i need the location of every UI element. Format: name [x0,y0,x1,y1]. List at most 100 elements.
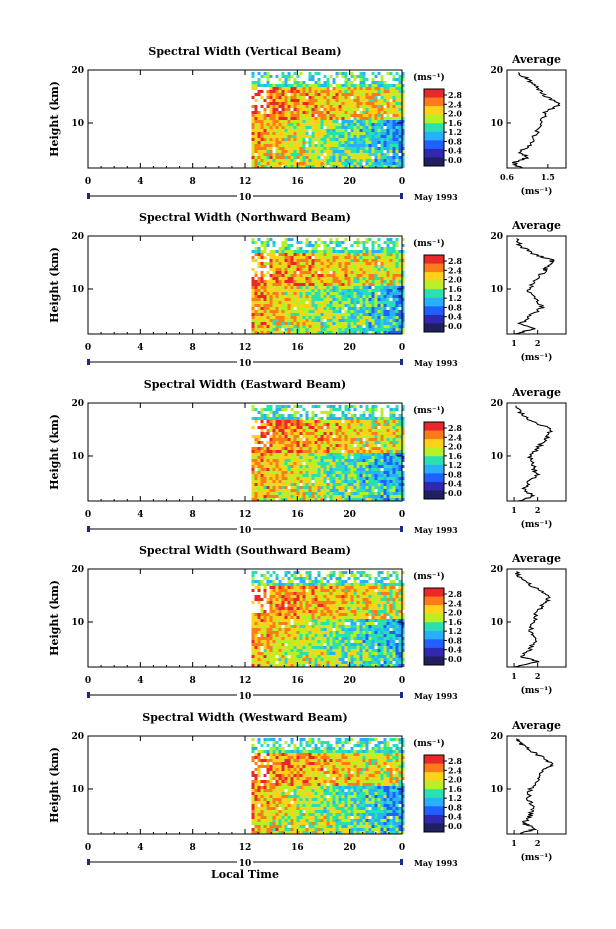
colorbar-band [424,157,444,167]
colorbar-band [424,272,444,282]
colorbar-band [424,464,444,474]
colorbar-band [424,823,444,833]
average-y-tick-label: 20 [490,565,503,575]
colorbar-tick-label: 2.4 [448,99,462,109]
x-tick-label: 20 [343,343,356,353]
colorbar-tick-label: 0.0 [448,654,462,664]
colorbar-band [424,789,444,799]
y-tick-label: 10 [71,618,84,628]
average-y-tick-label: 20 [490,399,503,409]
colorbar-tick-label: 0.8 [448,635,462,645]
average-x-tick-label: 1.5 [541,172,555,182]
date-label: May 1993 [414,691,458,701]
colorbar-band [424,430,444,440]
average-frame [506,402,567,502]
day-bar-start-marker [87,193,90,199]
day-label-bg [237,191,253,201]
heatmap-cells [251,72,405,168]
colorbar: (ms⁻¹)2.82.42.01.61.20.80.40.0 [413,72,462,167]
panel-5: Spectral Width (Westward Beam)0 4 8 12 16 20 0… [48,711,567,869]
x-tick-label: 16 [291,177,304,187]
y-tick-label: 10 [71,285,84,295]
x-tick-label: 16 [291,343,304,353]
colorbar-frame [423,587,445,666]
average-profile: Average 20 10 1 2 (ms⁻¹) [490,219,567,363]
average-frame [506,235,567,335]
colorbar-tick-label: 1.6 [448,284,462,294]
colorbar-tick-label: 0.4 [448,479,462,489]
colorbar-unit: (ms⁻¹) [413,738,445,749]
colorbar-tick-label: 2.8 [448,256,462,266]
x-tick-label: 20 [343,843,356,853]
average-profile-line [511,72,561,169]
panel-2: Spectral Width (Northward Beam)0 4 8 12 16 20… [48,211,567,369]
date-label: May 1993 [414,358,458,368]
colorbar-band [424,647,444,657]
colorbar-band [424,289,444,299]
heatmap-cells [251,738,405,834]
colorbar-band [424,605,444,615]
colorbar-band [424,473,444,483]
colorbar-tick-label: 2.0 [448,109,462,119]
colorbar-tick-label: 2.4 [448,598,462,608]
y-axis-title: Height (km) [48,247,61,323]
average-frame [506,69,567,169]
average-title: Average [511,386,561,399]
y-tick-label: 20 [71,66,84,76]
average-profile: Average 20 10 1 2 (ms⁻¹) [490,719,567,863]
day-label-bg [237,524,253,534]
y-axis-title: Height (km) [48,81,61,157]
colorbar: (ms⁻¹)2.82.42.01.61.20.80.40.0 [413,238,462,333]
x-tick-label: 4 [137,177,143,187]
average-y-tick-label: 10 [490,618,503,628]
panel-title: Spectral Width (Vertical Beam) [148,45,341,58]
panel-1: Spectral Width (Vertical Beam) 0 4 8 12 16 20 0… [48,45,567,203]
heatmap-cells [251,405,405,501]
average-profile-line [515,738,554,835]
colorbar-tick-label: 2.4 [448,432,462,442]
x-tick-label: 20 [343,510,356,520]
colorbar-band [424,639,444,649]
colorbar-band [424,280,444,290]
x-tick-label: 16 [291,843,304,853]
colorbar-tick-label: 0.8 [448,136,462,146]
colorbar-tick-label: 1.2 [448,793,462,803]
panel-3: Spectral Width (Eastward Beam)0 4 8 12 16 20 0… [48,378,567,536]
colorbar-tick-label: 2.4 [448,265,462,275]
colorbar-tick-label: 0.0 [448,821,462,831]
day-bar-start-marker [87,359,90,365]
average-y-tick-label: 10 [490,452,503,462]
colorbar-band [424,422,444,432]
day-label-bg [237,357,253,367]
colorbar-tick-label: 2.0 [448,775,462,785]
colorbar-frame [423,421,445,500]
average-profile-line [515,405,554,502]
average-x-tick-label: 1 [511,505,517,515]
colorbar-band [424,613,444,623]
average-y-tick-label: 20 [490,232,503,242]
colorbar-tick-label: 2.8 [448,589,462,599]
colorbar-band [424,755,444,765]
average-x-tick-label: 2 [535,671,541,681]
y-tick-label: 20 [71,565,84,575]
colorbar-unit: (ms⁻¹) [413,72,445,83]
average-y-tick-label: 10 [490,285,503,295]
average-profile: Average 20 10 1 2 (ms⁻¹) [490,552,567,696]
x-tick-label: 8 [190,177,196,187]
colorbar-unit: (ms⁻¹) [413,405,445,416]
x-tick-label: 0 [399,343,405,353]
colorbar-tick-label: 2.0 [448,442,462,452]
day-bar-end-marker [400,859,403,865]
average-x-title: (ms⁻¹) [521,685,553,696]
colorbar-band [424,114,444,124]
x-tick-label: 20 [343,177,356,187]
colorbar-frame [423,754,445,833]
x-tick-label: 16 [291,676,304,686]
average-title: Average [511,219,561,232]
colorbar-band [424,263,444,273]
colorbar-tick-label: 2.4 [448,765,462,775]
y-tick-label: 20 [71,399,84,409]
colorbar-tick-label: 2.8 [448,90,462,100]
colorbar-tick-label: 2.8 [448,423,462,433]
colorbar-tick-label: 0.4 [448,645,462,655]
